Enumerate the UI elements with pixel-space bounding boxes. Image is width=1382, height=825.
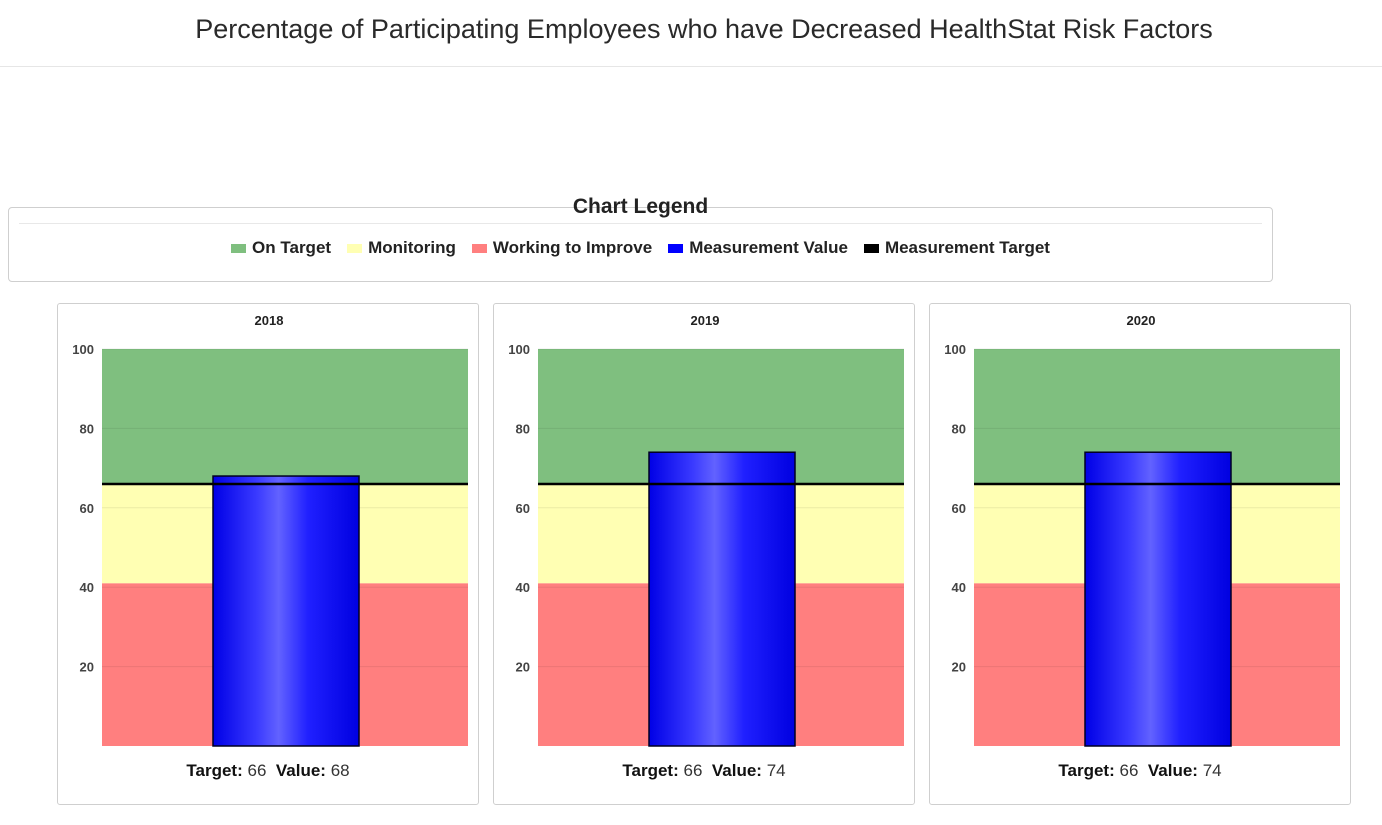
target-value: 66: [1119, 761, 1139, 780]
chart-title: 2020: [1127, 313, 1156, 328]
y-tick-label: 40: [80, 580, 94, 595]
value-label: Value:: [711, 761, 762, 780]
legend-label-measurement-target: Measurement Target: [884, 238, 1050, 257]
y-tick-label: 80: [952, 421, 966, 436]
legend-item-working-to-improve: Working to Improve: [471, 238, 653, 258]
y-tick-label: 40: [516, 580, 530, 595]
y-tick-label: 60: [80, 501, 94, 516]
y-tick-label: 20: [80, 660, 94, 675]
legend-title: Chart Legend: [572, 195, 709, 218]
measurement-value: 74: [1202, 761, 1222, 780]
legend-label-working-to-improve: Working to Improve: [492, 238, 653, 257]
y-tick-label: 80: [80, 421, 94, 436]
panel-footer-2020: Target: 66 Value: 74: [930, 761, 1350, 781]
chart-title: 2018: [255, 313, 284, 328]
measurement-value: 74: [766, 761, 786, 780]
band-on-target: [102, 349, 468, 484]
y-tick-label: 40: [952, 580, 966, 595]
legend-item-measurement-target: Measurement Target: [863, 238, 1050, 258]
y-tick-label: 20: [516, 660, 530, 675]
legend-swatch-measurement-value: [668, 243, 684, 253]
legend-label-measurement-value: Measurement Value: [689, 238, 848, 257]
y-tick-label: 60: [516, 501, 530, 516]
measurement-value-bar: [212, 475, 360, 747]
chart-panel-2020: 2020 20 40 60 80 100 Target: 66 Value: 74: [929, 303, 1351, 805]
page-title: Percentage of Participating Employees wh…: [195, 14, 1213, 44]
page-header: Percentage of Participating Employees wh…: [0, 0, 1382, 67]
legend-label-on-target: On Target: [252, 238, 332, 257]
y-tick-label: 100: [508, 342, 530, 357]
legend-swatch-working-to-improve: [471, 243, 487, 253]
value-label: Value:: [1147, 761, 1198, 780]
y-tick-label: 60: [952, 501, 966, 516]
legend-divider: [19, 223, 1262, 224]
y-tick-label: 20: [952, 660, 966, 675]
legend-item-monitoring: Monitoring: [347, 238, 456, 258]
legend-item-on-target: On Target: [231, 238, 331, 258]
value-label: Value:: [275, 761, 326, 780]
chart-title: 2019: [691, 313, 720, 328]
legend-swatch-on-target: [231, 243, 247, 253]
target-label: Target:: [186, 761, 243, 780]
panel-footer-2018: Target: 66 Value: 68: [58, 761, 478, 781]
legend-swatch-monitoring: [347, 243, 363, 253]
chart-svg-2018: 2018 20 40 60 80 100: [72, 313, 468, 747]
chart-svg-2019: 2019 20 40 60 80 100: [508, 313, 904, 747]
target-value: 66: [247, 761, 267, 780]
chart-legend: Chart Legend On Target Monitoring Workin…: [8, 195, 1273, 282]
legend-item-measurement-value: Measurement Value: [668, 238, 848, 258]
legend-swatch-measurement-target: [863, 243, 879, 253]
y-tick-label: 100: [72, 342, 94, 357]
measurement-value-bar: [1084, 451, 1232, 747]
chart-panel-2019: 2019 20 40 60 80 100 Target: 66 Value: 74: [493, 303, 915, 805]
target-value: 66: [683, 761, 703, 780]
legend-label-monitoring: Monitoring: [368, 238, 456, 257]
panel-footer-2019: Target: 66 Value: 74: [494, 761, 914, 781]
measurement-value-bar: [648, 451, 796, 747]
chart-panel-2018: 2018 20 40 60 80 100 Target: 66 Value: 68: [57, 303, 479, 805]
y-tick-label: 80: [516, 421, 530, 436]
target-label: Target:: [622, 761, 679, 780]
legend-items: On Target Monitoring Working to Improve …: [9, 238, 1272, 258]
measurement-value: 68: [330, 761, 350, 780]
target-label: Target:: [1058, 761, 1115, 780]
y-tick-label: 100: [944, 342, 966, 357]
